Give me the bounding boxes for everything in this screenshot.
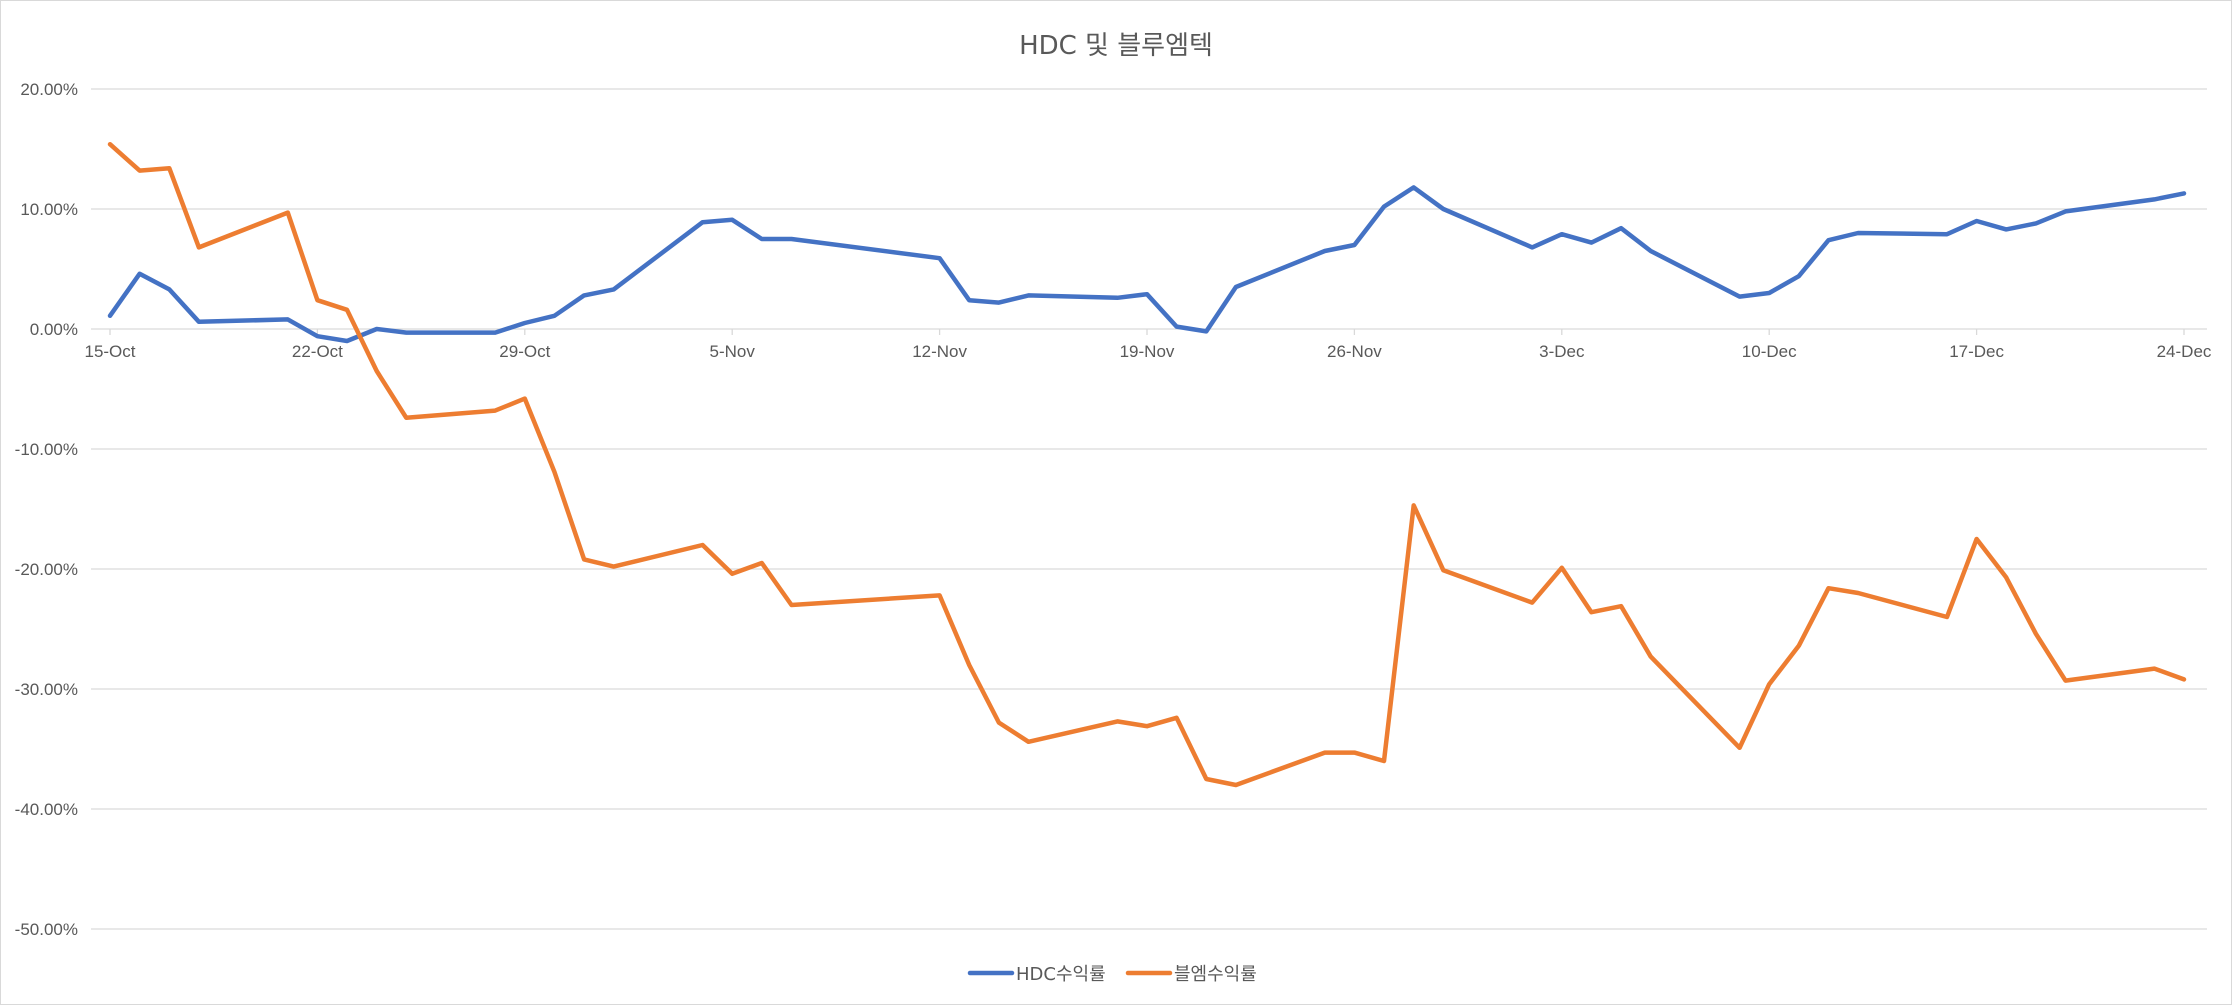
x-tick-label: 3-Dec xyxy=(1539,342,1585,361)
x-tick-label: 12-Nov xyxy=(912,342,967,361)
y-tick-label: -50.00% xyxy=(15,920,78,939)
x-tick-label: 26-Nov xyxy=(1327,342,1382,361)
y-tick-label: -10.00% xyxy=(15,440,78,459)
x-tick-label: 22-Oct xyxy=(292,342,343,361)
y-axis-tick-labels: 20.00% 10.00% 0.00% -10.00% -20.00% -30.00% -4… xyxy=(15,80,78,939)
x-tick-label: 29-Oct xyxy=(499,342,550,361)
legend: HDC수익률 블엠수익률 xyxy=(967,964,1257,985)
x-tick-label: 15-Oct xyxy=(84,342,135,361)
y-tick-label: 20.00% xyxy=(20,80,78,99)
y-tick-label: -30.00% xyxy=(15,680,78,699)
x-tick-label: 19-Nov xyxy=(1120,342,1175,361)
series-line-1 xyxy=(107,185,2187,344)
chart-title: HDC 및 블루엠텍 xyxy=(1019,31,1213,61)
x-tick-label: 10-Dec xyxy=(1742,342,1797,361)
y-tick-label: 0.00% xyxy=(30,320,78,339)
y-tick-label: 10.00% xyxy=(20,200,78,219)
x-tick-label: 24-Dec xyxy=(2157,342,2212,361)
y-tick-label: -40.00% xyxy=(15,800,78,819)
x-tick-label: 17-Dec xyxy=(1949,342,2004,361)
series-line-2 xyxy=(107,141,2187,788)
legend-label-1: HDC수익률 xyxy=(1016,964,1106,985)
x-axis-tick-labels: 15-Oct 22-Oct 29-Oct 5-Nov 12-Nov 19-Nov 26-No… xyxy=(84,342,2211,361)
legend-label-2: 블엠수익률 xyxy=(1174,964,1257,985)
y-tick-label: -20.00% xyxy=(15,560,78,579)
series-lines xyxy=(107,141,2187,788)
gridlines xyxy=(91,88,2207,930)
x-tick-label: 5-Nov xyxy=(710,342,756,361)
